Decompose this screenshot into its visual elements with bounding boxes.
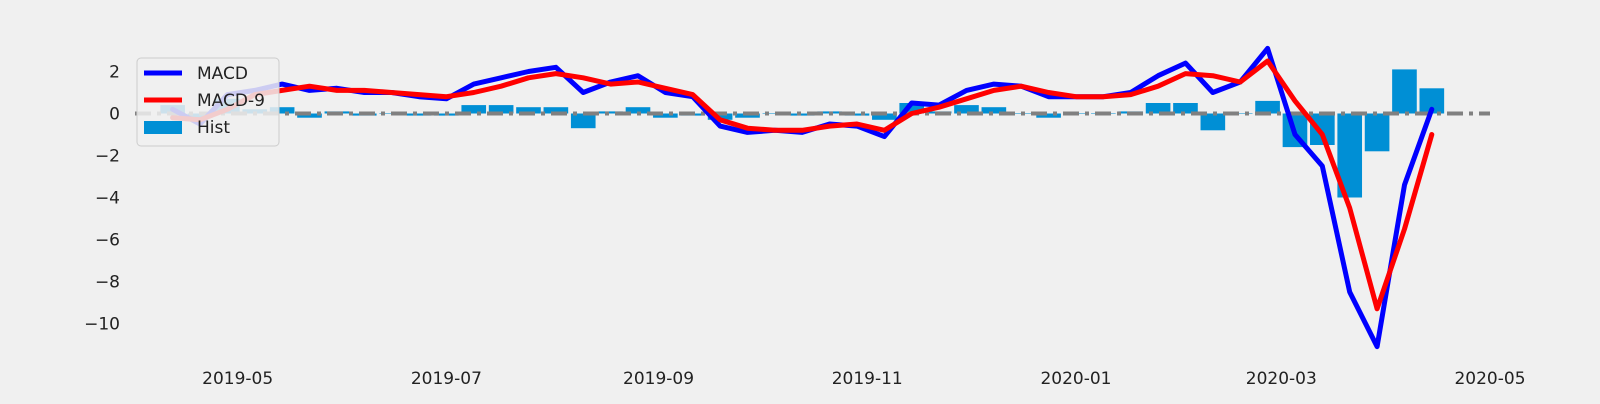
x-tick-label: 2020-03 <box>1246 369 1317 389</box>
y-tick-label: −10 <box>84 315 120 335</box>
series-lines <box>170 45 1435 350</box>
hist-bar <box>543 107 569 114</box>
hist-bar <box>461 105 487 114</box>
hist-bar <box>297 113 322 118</box>
hist-bar <box>1392 69 1417 114</box>
legend-label: MACD-9 <box>197 91 265 111</box>
y-axis-ticks: 2 0 −2 −4 −6 −8 −10 <box>84 63 120 335</box>
y-tick-label: −8 <box>95 273 120 293</box>
x-tick-label: 2019-07 <box>411 369 482 389</box>
hist-bar <box>406 113 432 116</box>
series-line-macd-9 <box>170 58 1435 312</box>
hist-bar <box>488 105 514 114</box>
hist-bar <box>269 107 295 114</box>
hist-bar <box>872 113 897 120</box>
x-tick-label: 2019-11 <box>832 369 903 389</box>
y-tick-label: −6 <box>95 231 120 251</box>
hist-bar <box>653 113 678 118</box>
hist-bar <box>1255 100 1280 114</box>
x-tick-label: 2019-05 <box>202 369 273 389</box>
hist-bar <box>844 113 870 116</box>
hist-bar <box>598 111 623 114</box>
legend-label: MACD <box>197 64 248 84</box>
hist-bar <box>625 107 651 114</box>
hist-bar <box>954 105 979 114</box>
x-axis-ticks: 2019-05 2019-07 2019-09 2019-11 2020-01 2020-… <box>202 369 1525 389</box>
histogram-bars <box>160 69 1445 198</box>
hist-bar <box>1036 113 1061 118</box>
hist-bar <box>899 103 925 114</box>
y-tick-label: −4 <box>95 189 120 209</box>
hist-bar <box>570 113 596 129</box>
y-tick-label: 2 <box>109 63 120 83</box>
hist-bar <box>1173 103 1198 114</box>
hist-bar <box>981 107 1007 114</box>
x-tick-label: 2020-01 <box>1040 369 1111 389</box>
legend-label: Hist <box>197 118 230 138</box>
x-tick-label: 2020-05 <box>1454 369 1525 389</box>
hist-bar <box>1200 113 1226 131</box>
hist-bar <box>1145 103 1171 114</box>
hist-bar <box>1364 113 1390 152</box>
legend-swatch <box>144 121 182 134</box>
hist-bar <box>1227 113 1253 114</box>
x-tick-label: 2019-09 <box>623 369 694 389</box>
series-line-macd <box>170 45 1435 350</box>
hist-bar <box>516 107 541 114</box>
y-tick-label: −2 <box>95 147 120 167</box>
legend: MACD MACD-9 Hist <box>136 57 280 147</box>
hist-bar <box>789 113 815 116</box>
hist-bar <box>735 113 760 118</box>
hist-bar <box>762 113 788 114</box>
y-tick-label: 0 <box>109 105 120 125</box>
